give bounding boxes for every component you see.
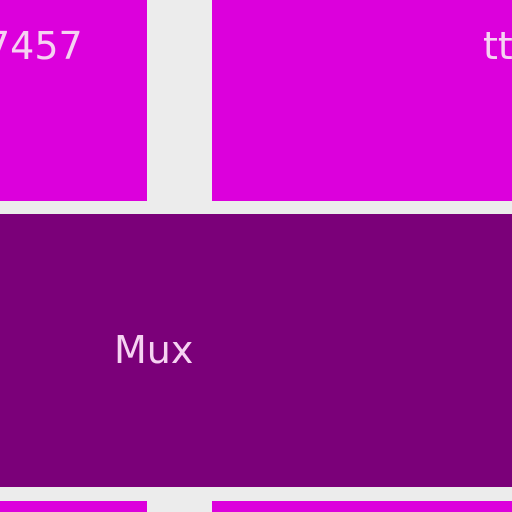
tile-top-left[interactable]: 7457	[0, 0, 147, 201]
tile-top-right-label: tt	[483, 24, 512, 68]
tile-bottom-right[interactable]	[212, 501, 512, 512]
tile-middle-label: Mux	[114, 328, 194, 372]
tile-top-left-label: 7457	[0, 24, 83, 68]
tile-bottom-left[interactable]	[0, 501, 147, 512]
tile-middle-wide[interactable]: Mux	[0, 214, 512, 487]
tile-top-right[interactable]: tt	[212, 0, 512, 201]
